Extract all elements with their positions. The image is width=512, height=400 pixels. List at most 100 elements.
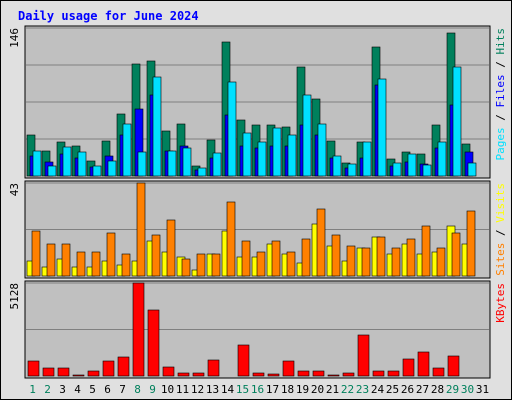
legend-hits-files-pages: Pages / Files / Hits	[494, 28, 507, 161]
bar-sites	[46, 243, 56, 277]
x-tick-label: 18	[281, 383, 294, 396]
x-tick-label: 2	[44, 383, 51, 396]
bar-sites	[196, 253, 206, 277]
x-tick-label: 3	[59, 383, 66, 396]
bar-pages	[62, 146, 72, 177]
legend-visits: Visits	[494, 183, 507, 223]
bar-kbytes	[102, 360, 115, 377]
x-tick-label: 1	[29, 383, 36, 396]
bar-sites	[166, 219, 176, 277]
x-tick-label: 20	[311, 383, 324, 396]
bar-pages	[407, 153, 417, 177]
x-axis-labels: 1 2 3 4 5 6 7 8 9 10 11 12 13 14 15 16 17 18 19 20 21 22 23 24 2…	[29, 383, 489, 396]
bar-sites	[241, 240, 251, 277]
bar-sites	[211, 253, 221, 277]
bar-pages	[452, 66, 462, 177]
bar-sites	[76, 251, 86, 277]
x-tick-label: 26	[401, 383, 414, 396]
panel-hits-files-pages: 146 Pages / Files / Hits	[8, 25, 507, 179]
bar-pages	[152, 76, 162, 177]
bar-pages	[257, 141, 267, 177]
x-tick-label: 7	[119, 383, 126, 396]
bar-sites	[61, 243, 71, 277]
x-tick-label: 19	[296, 383, 309, 396]
bar-sites	[451, 232, 461, 277]
bar-kbytes	[372, 370, 385, 377]
bar-sites	[346, 245, 356, 277]
x-tick-label: 8	[134, 383, 141, 396]
y-axis-max-label: 146	[8, 28, 21, 48]
panel-kbytes: 5128 KBytes	[8, 280, 507, 379]
x-tick-label: 24	[371, 383, 385, 396]
bar-pages	[362, 141, 372, 177]
legend-separator: /	[494, 55, 507, 75]
bar-pages	[377, 78, 387, 177]
bar-sites	[316, 208, 326, 277]
x-tick-label: 10	[161, 383, 174, 396]
bar-kbytes	[417, 351, 430, 377]
bar-pages	[32, 150, 42, 177]
bar-kbytes	[207, 359, 220, 377]
bar-kbytes	[192, 372, 205, 377]
x-tick-label: 16	[251, 383, 264, 396]
bar-sites	[406, 238, 416, 277]
y-axis-max-label: 43	[8, 183, 21, 196]
bar-kbytes	[87, 370, 100, 377]
x-tick-label: 30	[461, 383, 474, 396]
bar-pages	[77, 151, 87, 177]
x-tick-label: 15	[236, 383, 249, 396]
bar-kbytes	[357, 334, 370, 377]
bar-pages	[347, 163, 357, 177]
bar-kbytes	[297, 370, 310, 377]
bar-kbytes	[282, 360, 295, 377]
bar-kbytes	[267, 373, 280, 377]
bar-pages	[302, 94, 312, 177]
bar-kbytes	[312, 370, 325, 377]
bar-kbytes	[42, 367, 55, 377]
x-tick-label: 13	[206, 383, 219, 396]
x-tick-label: 22	[341, 383, 354, 396]
bar-pages	[437, 141, 447, 177]
legend-kbytes: KBytes	[494, 283, 507, 323]
legend-hits: Hits	[494, 28, 507, 55]
x-tick-label: 27	[416, 383, 429, 396]
bar-kbytes	[387, 370, 400, 377]
bar-kbytes	[342, 372, 355, 377]
chart-title: Daily usage for June 2024	[18, 9, 199, 23]
bar-sites	[181, 258, 191, 277]
x-tick-label: 25	[386, 383, 399, 396]
bar-kbytes	[57, 367, 70, 377]
bar-sites	[466, 210, 476, 277]
bar-kbytes	[252, 372, 265, 377]
bar-sites	[31, 230, 41, 277]
bar-sites	[376, 236, 386, 277]
bar-kbytes	[117, 356, 130, 377]
legend-pages: Pages	[494, 127, 507, 160]
bar-pages	[227, 81, 237, 177]
bar-kbytes	[177, 372, 190, 377]
bar-pages	[107, 160, 117, 177]
legend-separator: /	[494, 108, 507, 128]
bar-pages	[47, 165, 57, 177]
bar-pages	[92, 165, 102, 177]
bar-sites	[301, 238, 311, 277]
x-tick-label: 28	[431, 383, 444, 396]
bar-pages	[272, 127, 282, 177]
bar-pages	[137, 151, 147, 177]
x-tick-label: 9	[149, 383, 156, 396]
panel-visits-sites: 43 Sites / Visits	[8, 180, 507, 279]
x-tick-label: 17	[266, 383, 279, 396]
bar-sites	[106, 232, 116, 277]
x-tick-label: 6	[104, 383, 111, 396]
bar-kbytes	[27, 360, 40, 377]
bar-sites	[391, 247, 401, 277]
x-tick-label: 4	[74, 383, 81, 396]
bar-sites	[271, 240, 281, 277]
bar-pages	[182, 147, 192, 177]
x-tick-label: 21	[326, 383, 339, 396]
bar-sites	[91, 251, 101, 277]
bar-kbytes	[72, 374, 85, 377]
bar-pages	[332, 155, 342, 177]
